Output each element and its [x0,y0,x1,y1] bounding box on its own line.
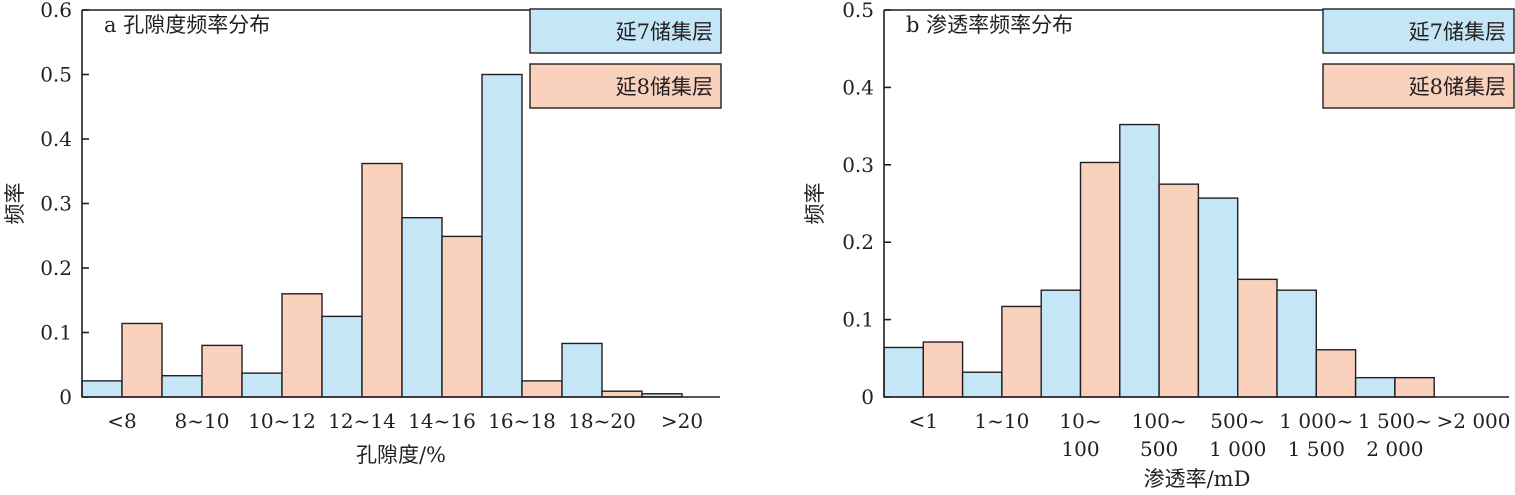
chart-panel-a: 0 0.1 0.2 0.3 0.4 0.5 0.6 <8 8~10 10~12 12~14 14~16… [3,0,722,467]
bar-yan8-3 [1158,183,1200,398]
bar-yan7-5 [481,73,523,398]
bar-yan8-3 [361,162,403,398]
panel-title: b 渗透率频率分布 [906,13,1073,37]
x-tick-label: >2 000 [1436,409,1510,433]
x-tick-label: 2 000 [1366,437,1423,461]
x-tick-label: 500 [1140,437,1178,461]
legend-swatch-yan7 [1322,8,1515,54]
chart-panel-b: 0 0.1 0.2 0.3 0.4 0.5 <1 1~10 10~ 100 100~ 500 500~ 1… [803,0,1515,491]
x-tick-label: 10~ [1059,409,1101,433]
bar-yan8-4 [1236,278,1278,398]
y-tick-label: 0.5 [40,63,72,87]
bar-yan8-1 [1001,305,1042,398]
y-tick-label: 0.1 [842,308,874,332]
legend-swatch-yan8 [529,63,722,109]
bar-yan8-2 [1079,161,1121,398]
x-tick-label: 1 000~ [1279,409,1353,433]
x-tick-label: >20 [661,409,703,433]
x-tick-label: 8~10 [175,409,230,433]
y-tick-label: 0 [59,385,72,409]
x-tick-label: 100~ [1132,409,1187,433]
y-tick-label: 0.2 [842,230,874,254]
bar-yan8-0 [922,341,964,398]
y-tick-label: 0.1 [40,321,72,345]
bar-yan7-2 [241,372,283,398]
x-tick-label: <1 [909,409,938,433]
bar-yan8-4 [441,235,483,398]
bar-yan8-2 [281,293,323,398]
x-tick-label: 14~16 [408,409,476,433]
bar-yan7-4 [401,216,443,398]
bar-yan7-3 [1119,123,1160,398]
y-tick-label: 0.3 [40,192,72,216]
y-axis-title: 频率 [803,183,827,225]
x-axis-title: 渗透率/mD [1144,467,1251,491]
bar-yan7-0 [81,380,123,398]
x-tick-label: 1 000 [1209,437,1266,461]
y-tick-label: 0.2 [40,256,72,280]
x-tick-label: 12~14 [328,409,396,433]
x-tick-label: 100 [1061,437,1099,461]
y-axis-title: 频率 [3,183,27,225]
y-tick-label: 0.4 [40,127,72,151]
bar-yan8-1 [201,344,243,398]
x-tick-label: 1~10 [974,409,1029,433]
y-tick-label: 0.4 [842,75,874,99]
y-tick-label: 0.3 [842,153,874,177]
x-tick-label: 16~18 [488,409,556,433]
x-tick-label: 18~20 [568,409,636,433]
legend-swatch-yan8 [1322,63,1515,109]
legend-label: 延8储集层 [616,75,713,99]
bar-yan8-6 [601,390,643,398]
x-tick-label: 1 500~ [1358,409,1432,433]
y-tick-label: 0.5 [842,0,874,22]
bar-yan8-6 [1394,376,1435,398]
x-tick-label: 500~ [1210,409,1265,433]
bar-yan7-1 [961,371,1003,398]
bar-yan7-5 [1276,289,1317,398]
bar-yan7-2 [1040,289,1082,398]
bar-yan7-6 [1354,376,1396,398]
x-tick-label: <8 [107,409,136,433]
legend-label: 延7储集层 [1409,20,1506,44]
bar-yan8-0 [121,322,163,398]
bar-yan7-3 [321,315,363,398]
bar-yan7-0 [883,346,924,398]
x-tick-label: 10~12 [248,409,316,433]
bar-yan7-6 [561,342,603,398]
bar-yan8-5 [1315,349,1357,398]
x-tick-label: 1 500 [1288,437,1345,461]
bar-yan8-5 [521,380,563,398]
bar-yan7-1 [161,375,203,398]
legend-swatch-yan7 [529,8,722,54]
y-tick-label: 0 [861,385,874,409]
panel-title: a 孔隙度频率分布 [104,13,270,37]
bar-yan7-4 [1197,197,1239,398]
legend-label: 延8储集层 [1409,75,1506,99]
legend-label: 延7储集层 [616,20,713,44]
y-tick-label: 0.6 [40,0,72,22]
x-axis-title: 孔隙度/% [356,443,446,467]
